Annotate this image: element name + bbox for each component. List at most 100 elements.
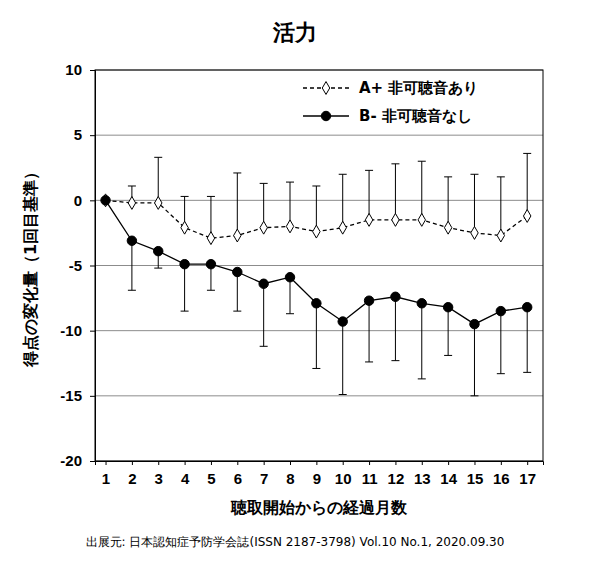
x-tick-mark bbox=[158, 461, 159, 465]
x-tick-mark bbox=[211, 461, 212, 465]
marker bbox=[128, 196, 135, 209]
grid-line bbox=[95, 135, 543, 136]
error-bar bbox=[444, 307, 452, 355]
y-tick-mark bbox=[90, 396, 95, 397]
error-bar bbox=[260, 284, 268, 347]
y-tick-label: -5 bbox=[69, 257, 82, 274]
x-tick: 2 bbox=[128, 461, 136, 487]
x-tick-label: 8 bbox=[286, 470, 294, 487]
error-bar-stem bbox=[474, 324, 475, 396]
x-tick-mark bbox=[264, 461, 265, 465]
error-bar-cap bbox=[154, 268, 162, 269]
x-tick: 13 bbox=[414, 461, 431, 487]
marker bbox=[364, 296, 373, 305]
error-bar-cap bbox=[286, 313, 294, 314]
y-tick-label: -15 bbox=[60, 387, 82, 404]
marker bbox=[154, 246, 163, 255]
y-tick-label: 0 bbox=[74, 192, 82, 209]
marker bbox=[471, 226, 478, 239]
marker bbox=[233, 267, 242, 276]
x-tick-mark bbox=[474, 461, 475, 465]
error-bar-cap bbox=[497, 176, 505, 177]
x-tick-label: 1 bbox=[102, 470, 110, 487]
y-tick-mark bbox=[90, 461, 95, 462]
error-bar-stem bbox=[421, 303, 422, 379]
error-bar-stem bbox=[342, 174, 343, 227]
y-tick: 10 bbox=[65, 61, 95, 78]
error-bar-stem bbox=[500, 311, 501, 374]
marker bbox=[392, 213, 399, 226]
title: 活力 bbox=[272, 20, 317, 45]
x-tick: 15 bbox=[467, 461, 484, 487]
error-bar-cap bbox=[128, 290, 136, 291]
error-bar-cap bbox=[286, 182, 294, 183]
error-bar bbox=[339, 174, 347, 227]
error-bar bbox=[470, 324, 478, 396]
marker bbox=[312, 299, 321, 308]
error-bar-stem bbox=[474, 174, 475, 233]
x-tick-mark bbox=[395, 461, 396, 465]
y-tick-label: -10 bbox=[60, 322, 82, 339]
error-bar-cap bbox=[233, 311, 241, 312]
error-bar bbox=[286, 277, 294, 313]
x-tick-label: 17 bbox=[519, 470, 536, 487]
legend-item: A+ 非可聴音あり bbox=[303, 79, 478, 97]
x-tick-label: 4 bbox=[181, 470, 190, 487]
x-tick-mark bbox=[237, 461, 238, 465]
marker bbox=[313, 225, 320, 238]
y-tick-label: 10 bbox=[65, 61, 82, 78]
y-tick-mark bbox=[90, 200, 95, 201]
x-tick-mark bbox=[422, 461, 423, 465]
error-bar-stem bbox=[184, 264, 185, 311]
x-tick-mark bbox=[132, 461, 133, 465]
error-bar-cap bbox=[497, 373, 505, 374]
x-tick-mark bbox=[290, 461, 291, 465]
error-bar bbox=[233, 272, 241, 311]
grid-line bbox=[95, 330, 543, 331]
y-tick-mark bbox=[90, 266, 95, 267]
x-axis-title: 聴取開始からの経過月数 bbox=[230, 498, 408, 517]
error-bar-cap bbox=[391, 360, 399, 361]
marker bbox=[155, 196, 162, 209]
x-tick: 10 bbox=[335, 461, 352, 487]
x-tick-mark bbox=[185, 461, 186, 465]
error-bar-cap bbox=[365, 361, 373, 362]
y-tick-mark bbox=[90, 135, 95, 136]
y-axis: -20-15-10-50510 bbox=[60, 61, 95, 469]
x-tick-mark bbox=[316, 461, 317, 465]
x-tick-label: 2 bbox=[128, 470, 136, 487]
error-bar-cap bbox=[339, 174, 347, 175]
error-bar-cap bbox=[181, 196, 189, 197]
marker bbox=[523, 210, 530, 223]
y-tick: -20 bbox=[60, 452, 95, 469]
error-bar-cap bbox=[470, 395, 478, 396]
error-bar bbox=[128, 241, 136, 291]
series-line bbox=[106, 200, 528, 238]
error-bar bbox=[339, 322, 347, 395]
marker bbox=[285, 273, 294, 282]
error-bar-cap bbox=[233, 172, 241, 173]
x-tick-mark bbox=[501, 461, 502, 465]
error-bar bbox=[418, 303, 426, 379]
marker bbox=[391, 292, 400, 301]
error-bar-stem bbox=[290, 277, 291, 313]
x-axis-line bbox=[96, 462, 544, 466]
error-bar-stem bbox=[448, 307, 449, 355]
error-bar bbox=[497, 177, 505, 236]
x-tick: 7 bbox=[260, 461, 268, 487]
error-bar bbox=[365, 301, 373, 362]
error-bar bbox=[470, 174, 478, 233]
source-note: 出展元: 日本認知症予防学会誌(ISSN 2187-3798) Vol.10 N… bbox=[86, 535, 505, 549]
marker bbox=[444, 221, 451, 234]
marker bbox=[286, 220, 293, 233]
error-bar-stem bbox=[263, 284, 264, 347]
x-tick: 14 bbox=[440, 461, 457, 487]
error-bar-cap bbox=[470, 174, 478, 175]
y-tick-mark bbox=[90, 331, 95, 332]
plot: -20-15-10-505101234567891011121314151617… bbox=[60, 61, 543, 486]
error-bar-cap bbox=[260, 346, 268, 347]
error-bar-cap bbox=[523, 153, 531, 154]
x-tick-label: 5 bbox=[207, 470, 215, 487]
error-bar-cap bbox=[312, 368, 320, 369]
error-bar-stem bbox=[342, 322, 343, 395]
